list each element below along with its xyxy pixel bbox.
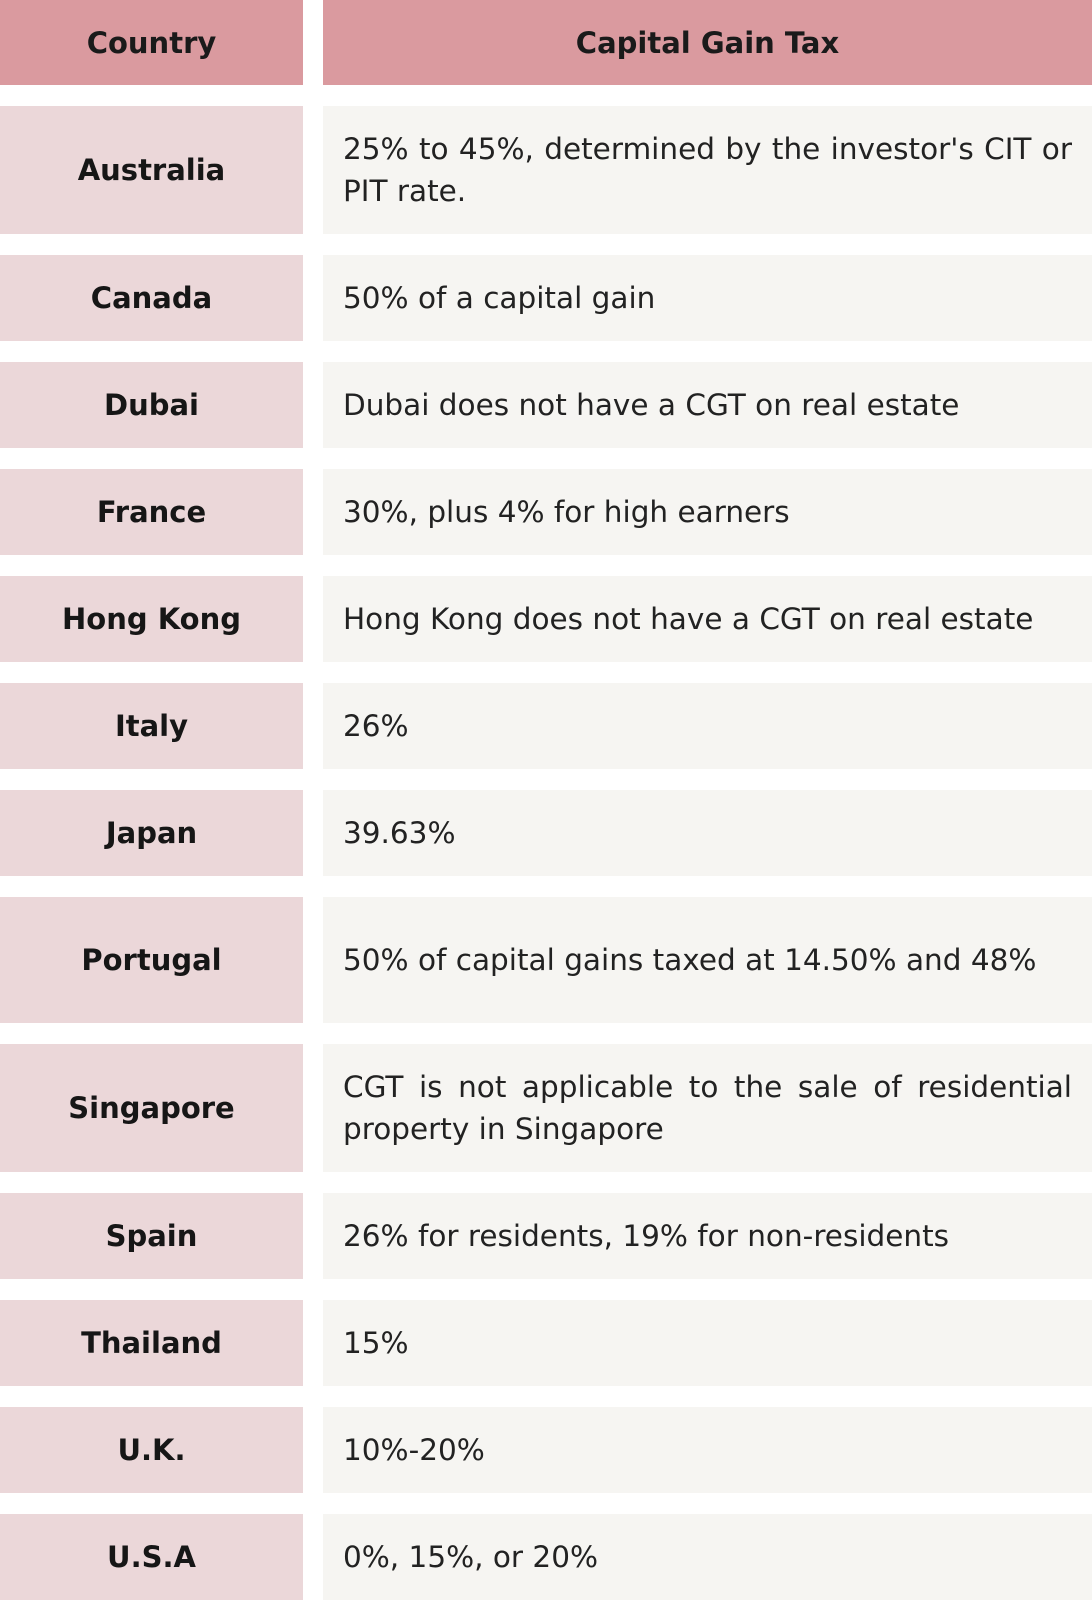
- tax-text: 0%, 15%, or 20%: [343, 1540, 598, 1574]
- tax-cell-hong-kong: Hong Kong does not have a CGT on real es…: [323, 576, 1092, 662]
- tax-cell-japan: 39.63%: [323, 790, 1092, 876]
- tax-text: 25% to 45%, determined by the investor's…: [343, 132, 1072, 208]
- country-cell-canada: Canada: [0, 255, 303, 341]
- country-cell-thailand: Thailand: [0, 1300, 303, 1386]
- country-cell-spain: Spain: [0, 1193, 303, 1279]
- country-cell-hong-kong: Hong Kong: [0, 576, 303, 662]
- tax-text: 10%-20%: [343, 1433, 485, 1467]
- tax-text: 26% for residents, 19% for non-residents: [343, 1219, 950, 1253]
- tax-text: 30%, plus 4% for high earners: [343, 495, 790, 529]
- country-cell-france: France: [0, 469, 303, 555]
- tax-text: 39.63%: [343, 816, 456, 850]
- country-cell-dubai: Dubai: [0, 362, 303, 448]
- country-cell-singapore: Singapore: [0, 1044, 303, 1172]
- country-cell-portugal: Portugal: [0, 897, 303, 1023]
- country-cell-uk: U.K.: [0, 1407, 303, 1493]
- country-cell-usa: U.S.A: [0, 1514, 303, 1600]
- country-column-header: Country: [0, 0, 303, 85]
- tax-cell-singapore: CGT is not applicable to the sale of res…: [323, 1044, 1092, 1172]
- tax-cell-dubai: Dubai does not have a CGT on real estate: [323, 362, 1092, 448]
- tax-cell-usa: 0%, 15%, or 20%: [323, 1514, 1092, 1600]
- tax-text: Dubai does not have a CGT on real estate: [343, 388, 960, 422]
- tax-cell-spain: 26% for residents, 19% for non-residents: [323, 1193, 1092, 1279]
- tax-cell-france: 30%, plus 4% for high earners: [323, 469, 1092, 555]
- country-cell-italy: Italy: [0, 683, 303, 769]
- tax-cell-uk: 10%-20%: [323, 1407, 1092, 1493]
- tax-text: 26%: [343, 709, 409, 743]
- tax-cell-australia: 25% to 45%, determined by the investor's…: [323, 106, 1092, 234]
- tax-column-header: Capital Gain Tax: [323, 0, 1092, 85]
- tax-cell-portugal: 50% of capital gains taxed at 14.50% and…: [323, 897, 1092, 1023]
- country-cell-australia: Australia: [0, 106, 303, 234]
- tax-text: 15%: [343, 1326, 409, 1360]
- tax-text: CGT is not applicable to the sale of res…: [343, 1070, 1072, 1146]
- tax-text: Hong Kong does not have a CGT on real es…: [343, 602, 1034, 636]
- tax-text: 50% of a capital gain: [343, 281, 656, 315]
- tax-cell-italy: 26%: [323, 683, 1092, 769]
- country-cell-japan: Japan: [0, 790, 303, 876]
- tax-cell-canada: 50% of a capital gain: [323, 255, 1092, 341]
- tax-text: 50% of capital gains taxed at 14.50% and…: [343, 943, 1037, 977]
- tax-cell-thailand: 15%: [323, 1300, 1092, 1386]
